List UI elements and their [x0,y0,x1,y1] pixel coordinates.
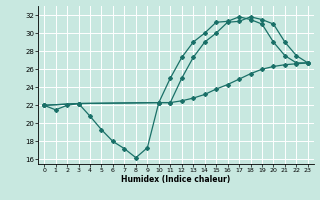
X-axis label: Humidex (Indice chaleur): Humidex (Indice chaleur) [121,175,231,184]
